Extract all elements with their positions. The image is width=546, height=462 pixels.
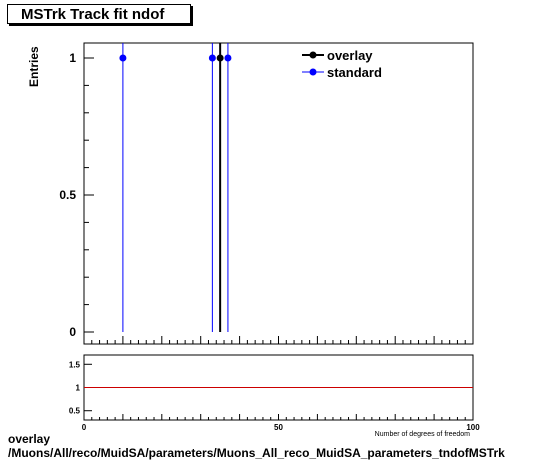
legend: overlay standard xyxy=(302,48,382,80)
footer-path-label: /Muons/All/reco/MuidSA/parameters/Muons_… xyxy=(8,446,505,460)
main-plot-frame xyxy=(83,42,474,345)
series-overlay-point xyxy=(216,54,224,62)
x-axis-label: Number of degrees of freedom xyxy=(375,431,470,438)
ratio-x-axis: 0 50 100 xyxy=(82,414,480,432)
main-y-tick-label: 0.5 xyxy=(59,188,76,202)
main-y-tick-label: 0 xyxy=(69,325,76,339)
main-y-axis: 00.51 xyxy=(59,51,94,339)
main-y-tick-label: 1 xyxy=(69,51,76,65)
ratio-x-tick-label: 50 xyxy=(274,423,283,432)
main-plot-data xyxy=(119,43,232,332)
series-standard-point xyxy=(119,54,127,62)
y-axis-label: Entries xyxy=(27,46,41,87)
legend-label-standard: standard xyxy=(327,65,382,80)
legend-marker-standard xyxy=(309,68,317,76)
ratio-x-tick-label: 0 xyxy=(82,423,87,432)
chart-title: MSTrk Track fit ndof xyxy=(7,4,191,24)
ratio-y-tick-label: 1.5 xyxy=(69,360,81,369)
ratio-y-tick-label: 1 xyxy=(76,384,81,393)
ratio-x-tick-label: 100 xyxy=(466,423,480,432)
series-standard-point xyxy=(208,54,216,62)
series-standard-point xyxy=(224,54,232,62)
legend-label-overlay: overlay xyxy=(327,48,373,63)
ratio-y-tick-label: 0.5 xyxy=(69,407,81,416)
footer-overlay-label: overlay xyxy=(8,432,51,446)
main-x-axis xyxy=(83,336,474,344)
legend-marker-overlay xyxy=(309,51,317,59)
